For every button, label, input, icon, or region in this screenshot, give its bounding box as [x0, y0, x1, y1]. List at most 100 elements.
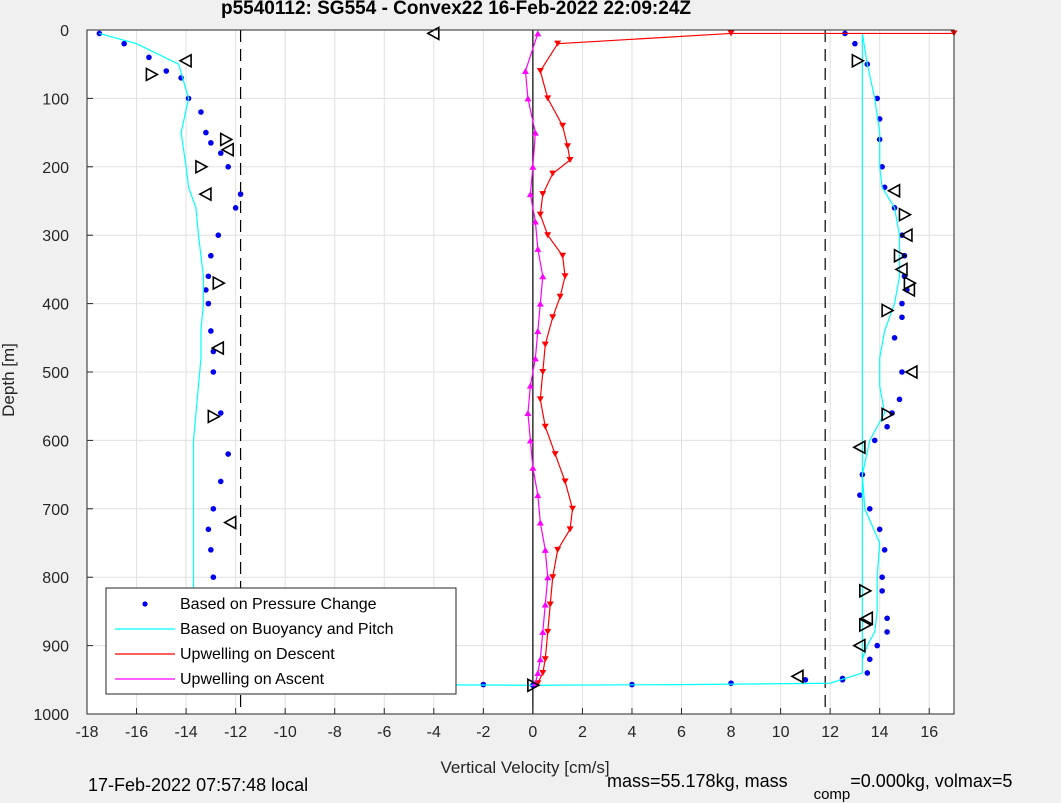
- data-point: [205, 526, 212, 533]
- data-point: [208, 252, 214, 259]
- x-axis-label: Vertical Velocity [cm/s]: [440, 758, 609, 777]
- footer-volmax-text: =0.000kg, volmax=5: [850, 771, 1013, 791]
- annotation-marker: [178, 53, 192, 69]
- x-tick-label: 16: [920, 724, 938, 741]
- data-point: [566, 156, 574, 163]
- series-line: [99, 32, 901, 686]
- data-point: [208, 140, 214, 146]
- annotation-marker: [527, 677, 541, 693]
- data-point: [561, 478, 569, 485]
- data-point: [549, 170, 557, 177]
- data-point: [871, 437, 878, 444]
- annotation-marker: [195, 159, 209, 175]
- data-point: [561, 273, 569, 280]
- data-point: [546, 601, 554, 608]
- data-point: [899, 314, 905, 321]
- annotation-marker: [790, 669, 804, 684]
- data-point: [526, 437, 534, 444]
- data-point: [521, 68, 529, 75]
- legend-item-pressure: Based on Pressure Change: [142, 596, 377, 613]
- x-tick-label: -12: [224, 724, 247, 741]
- footer-mass: mass=55.178kg, mass comp=0.000kg, volmax=…: [607, 771, 1013, 803]
- data-point: [802, 677, 809, 683]
- data-point: [549, 574, 557, 581]
- annotation-marker: [198, 186, 212, 202]
- y-tick-label: 600: [42, 433, 69, 450]
- y-tick-label: 200: [42, 160, 69, 177]
- data-point: [531, 129, 539, 136]
- data-point: [566, 526, 574, 533]
- x-tick-label: -10: [274, 724, 297, 741]
- data-point: [529, 163, 537, 170]
- chart-title: p5540112: SG554 - Convex22 16-Feb-2022 2…: [221, 0, 691, 19]
- y-tick-label: 300: [42, 228, 69, 245]
- legend-item-descent: Upwelling on Descent: [115, 646, 335, 663]
- data-point: [534, 327, 542, 334]
- legend-marker-pressure: [142, 601, 148, 607]
- annotation-marker: [899, 227, 913, 243]
- x-tick-label: -4: [427, 724, 441, 741]
- data-point: [728, 680, 734, 687]
- data-point: [208, 328, 214, 334]
- legend-label-pressure: Based on Pressure Change: [180, 596, 377, 613]
- legend-item-ascent: Upwelling on Ascent: [115, 671, 325, 688]
- annotation-marker: [886, 183, 901, 199]
- data-point: [554, 40, 562, 47]
- data-point: [544, 574, 552, 581]
- footer-mass-text: mass=55.178kg, mass: [607, 771, 788, 791]
- x-tick-label: -16: [125, 724, 148, 741]
- legend-label-buoyancy: Based on Buoyancy and Pitch: [180, 621, 393, 638]
- data-point: [526, 191, 534, 198]
- annotation-marker: [220, 142, 234, 158]
- series-upwelling-on-ascent: [521, 30, 552, 687]
- y-tick-label: 500: [42, 365, 69, 382]
- legend-label-ascent: Upwelling on Ascent: [180, 671, 325, 688]
- annotation-marker: [212, 275, 226, 291]
- y-tick-label: 900: [42, 639, 69, 656]
- series-upwelling-on-descent: [534, 30, 958, 687]
- data-point: [529, 464, 537, 471]
- data-point: [534, 245, 542, 252]
- annotation-marker: [210, 340, 225, 356]
- data-point: [203, 129, 209, 136]
- x-tick-label: -18: [75, 724, 98, 741]
- x-tick-label: 6: [677, 724, 686, 741]
- annotation-marker: [851, 53, 866, 69]
- footer-timestamp: 17-Feb-2022 07:57:48 local: [88, 775, 309, 795]
- data-point: [198, 109, 204, 115]
- data-point: [203, 287, 209, 293]
- data-point: [205, 300, 212, 307]
- data-point: [896, 396, 903, 403]
- x-tick-label: 2: [578, 724, 587, 741]
- data-point: [536, 519, 544, 526]
- y-tick-label: 800: [42, 570, 69, 587]
- annotation-marker: [223, 515, 237, 530]
- x-tick-label: 0: [528, 724, 537, 741]
- data-point: [554, 546, 562, 553]
- footer-comp-subscript: comp: [813, 786, 851, 803]
- legend-item-buoyancy: Based on Buoyancy and Pitch: [115, 621, 393, 638]
- data-point: [217, 150, 224, 156]
- data-point: [536, 396, 544, 403]
- data-point: [210, 369, 217, 375]
- data-point: [564, 143, 572, 150]
- data-point: [208, 547, 214, 553]
- data-point: [232, 205, 239, 211]
- data-point: [225, 451, 231, 457]
- data-point: [857, 492, 863, 498]
- data-point: [876, 526, 883, 533]
- data-point: [541, 546, 549, 553]
- annotation-marker: [859, 617, 873, 633]
- data-point: [210, 574, 217, 580]
- data-point: [210, 506, 217, 512]
- annotation-marker: [901, 282, 916, 298]
- annotation-marker: [852, 439, 866, 455]
- annotation-marker: [893, 248, 908, 264]
- data-point: [541, 423, 549, 430]
- axis-ticks: -18 -16 -14 -12 -10 -8 -6 -4 -2 0 2 4 6 8 10 12 14 16 0 100…: [33, 23, 938, 741]
- data-point: [534, 492, 542, 499]
- data-point: [146, 54, 152, 61]
- x-tick-label: -6: [377, 724, 391, 741]
- data-point: [879, 588, 885, 594]
- data-point: [544, 628, 552, 635]
